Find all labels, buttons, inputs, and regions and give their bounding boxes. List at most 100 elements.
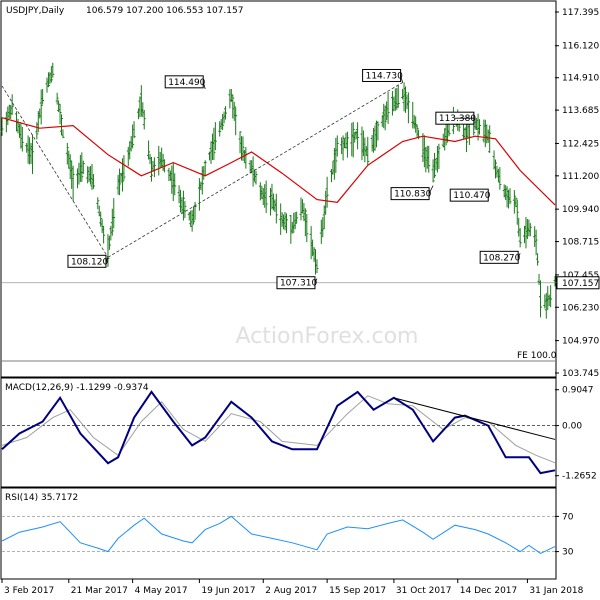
x-tick-label: 4 May 2017 <box>135 586 188 596</box>
ohlc-bar <box>41 88 45 105</box>
ohlc-bar <box>383 105 387 131</box>
x-tick-label: 2 Aug 2017 <box>265 586 317 596</box>
price-ytick-label: 113.685 <box>562 106 599 116</box>
price-annotation: 110.470 <box>449 188 491 202</box>
ohlc-bar <box>49 66 53 83</box>
price-annotation: 113.380 <box>435 111 476 125</box>
ohlc-bar <box>325 176 329 208</box>
ohlc-bar <box>512 190 516 214</box>
ohlc-bar <box>431 159 435 183</box>
ohlc-bar <box>91 173 95 189</box>
price-annotation: 110.830 <box>390 185 434 201</box>
ohlc-bar <box>152 157 156 178</box>
ohlc-bar <box>549 285 553 308</box>
macd-ytick-label: 0.00 <box>562 422 582 432</box>
ohlc-bar <box>96 197 100 210</box>
ohlc-bar <box>80 152 84 182</box>
macd-title: MACD(12,26,9) -1.1299 -0.9374 <box>5 383 149 393</box>
ohlc-bar <box>508 188 512 205</box>
ohlc-bar <box>356 122 360 150</box>
rsi-name: RSI(14) <box>5 493 38 503</box>
price-annotation: 114.730 <box>362 68 403 83</box>
ohlc-bar <box>334 137 338 173</box>
ohlc-bar <box>112 198 116 229</box>
ohlc-bar <box>131 124 135 149</box>
ohlc-bar <box>295 211 299 224</box>
ohlc-bar <box>414 116 418 133</box>
rsi-ytick-label: 30 <box>562 548 574 558</box>
ohlc-bar <box>212 127 216 160</box>
price-ytick-label: 103.745 <box>562 369 599 379</box>
macd-ytick-label: 0.9047 <box>562 386 594 396</box>
ohlc-bar <box>102 225 106 244</box>
annotation-leader <box>400 75 403 83</box>
ohlc-bar <box>234 107 238 136</box>
ohlc-bar <box>366 136 370 166</box>
ohlc-bar <box>147 140 151 160</box>
price-ytick-label: 108.715 <box>562 238 599 248</box>
annotation-label: 108.120 <box>71 257 108 267</box>
ohlc-bar <box>183 201 187 219</box>
fe-label: FE 100.0 <box>517 351 557 361</box>
ohlc-bar <box>493 159 497 179</box>
x-tick-label: 3 Feb 2017 <box>4 586 54 596</box>
rsi-ytick-label: 70 <box>562 512 574 522</box>
ohlc-bar <box>122 155 126 181</box>
ohlc-bar <box>404 86 408 113</box>
ohlc-bar <box>553 275 557 287</box>
ohlc-bar <box>213 122 217 151</box>
ohlc-bar <box>488 125 492 153</box>
ohlc-bar <box>203 160 207 176</box>
ohlc-bar <box>315 259 319 274</box>
ohlc-bar <box>518 228 522 248</box>
ohlc-bar <box>437 143 441 170</box>
ohlc-bar <box>231 94 235 119</box>
macd-values: -1.1299 -0.9374 <box>76 383 149 393</box>
ohlc-bar <box>20 126 24 152</box>
price-trendline <box>1 85 109 258</box>
rsi-line <box>1 515 556 554</box>
macd-name: MACD(12,26,9) <box>5 383 73 393</box>
annotation-box <box>449 188 489 202</box>
ohlc-bar <box>106 234 110 267</box>
symbol-title: USDJPY,Daily <box>6 6 65 16</box>
price-ytick-label: 107.455 <box>562 271 599 281</box>
ohlc-bar <box>61 129 65 139</box>
ohlc-bar <box>192 206 196 225</box>
ohlc-bar <box>341 135 345 161</box>
ohlc-bar <box>427 145 431 173</box>
ohlc-bar <box>515 199 519 225</box>
ohlc-bar <box>110 208 114 236</box>
annotation-leader <box>428 185 434 194</box>
x-tick-label: 19 Jun 2017 <box>201 586 255 596</box>
ohlc-bar <box>30 134 34 174</box>
annotation-label: 110.470 <box>453 191 490 201</box>
ohlc-bar <box>118 168 122 196</box>
ohlc-bar <box>149 156 153 182</box>
price-annotation: 108.270 <box>479 250 521 264</box>
macd-panel <box>0 377 557 488</box>
ohlc-bar <box>264 180 268 214</box>
annotation-leader <box>517 253 521 258</box>
price-ytick-label: 109.940 <box>562 205 599 215</box>
current-price-label: 107.157 <box>562 279 599 289</box>
price-annotation: 108.120 <box>67 254 108 268</box>
ohlc-bar <box>254 170 258 185</box>
ohlc-bar <box>58 103 62 125</box>
rsi-panel <box>0 487 557 580</box>
ohlc-bar <box>536 253 540 266</box>
ohlc-bar <box>345 131 349 158</box>
annotation-label: 114.490 <box>168 78 205 88</box>
annotation-label: 113.380 <box>439 114 476 124</box>
ohlc-bar <box>218 121 222 137</box>
ohlc-bar <box>71 165 75 201</box>
ohlc-values: 106.579 107.200 106.553 107.157 <box>86 6 243 16</box>
ohlc-bar <box>10 94 14 115</box>
ohlc-bar <box>132 121 136 139</box>
ohlc-bar <box>51 62 55 78</box>
macd-line <box>1 390 556 475</box>
ohlc-bar <box>528 223 532 237</box>
price-ytick-label: 117.395 <box>562 8 599 18</box>
ohlc-bar <box>35 122 39 140</box>
